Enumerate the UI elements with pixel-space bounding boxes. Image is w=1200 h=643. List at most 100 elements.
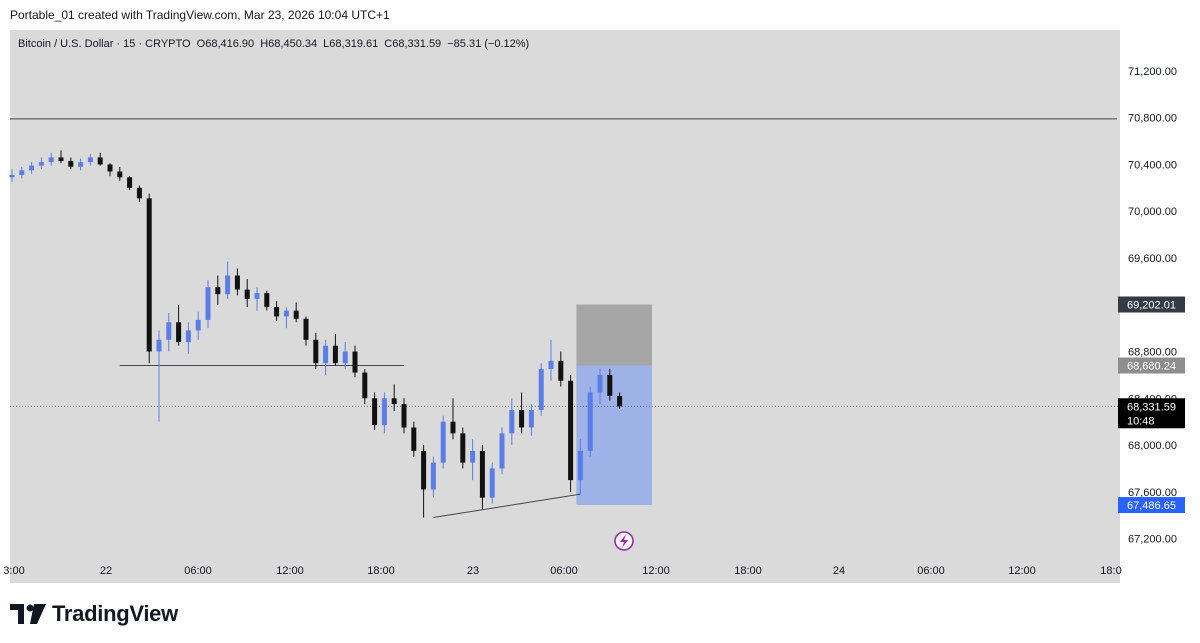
candle [352, 345, 358, 378]
candle-body [166, 322, 172, 340]
candle-body [78, 162, 84, 167]
time-tick-label: 22 [100, 565, 112, 577]
candle-body [244, 289, 250, 299]
candle-body [479, 450, 485, 498]
candle [205, 280, 211, 329]
candle [460, 427, 466, 469]
time-tick-label: 18:0 [1100, 565, 1121, 577]
candle [558, 351, 564, 387]
candle [156, 330, 162, 422]
candle-body [558, 360, 564, 381]
lightning-icon [614, 531, 634, 551]
price-tick-label: 69,600.00 [1128, 253, 1177, 265]
candle-body [68, 160, 74, 167]
time-tick-label: 18:00 [734, 565, 762, 577]
brand-name: TradingView [52, 601, 178, 626]
position-target-zone [576, 304, 652, 366]
ohlc-legend: Bitcoin / U.S. Dollar · 15 · CRYPTO O68,… [18, 38, 532, 50]
candle-body [38, 162, 44, 166]
candle [166, 312, 172, 352]
candle [577, 439, 583, 495]
candle [587, 386, 593, 457]
candle-body [607, 374, 613, 396]
candle-body [274, 307, 280, 317]
candle [313, 332, 319, 370]
candle [528, 404, 534, 436]
candle [195, 311, 201, 340]
tradingview-brand[interactable]: TradingView [10, 601, 178, 627]
candle [97, 152, 103, 166]
candle [499, 427, 505, 475]
candle-body [577, 450, 583, 481]
candle-body [313, 339, 319, 364]
candle [215, 275, 221, 305]
candle-body [195, 319, 201, 331]
candle [381, 392, 387, 434]
candle [607, 369, 613, 401]
legend-high: H68,450.34 [260, 38, 318, 50]
candle-body [460, 433, 466, 463]
candle [421, 445, 427, 518]
time-tick-label: 06:00 [184, 565, 212, 577]
candle-body [176, 322, 182, 343]
candle [19, 166, 25, 179]
candle [254, 287, 260, 311]
candle-body [342, 351, 348, 364]
candle [58, 150, 64, 164]
price-label-box [1118, 497, 1185, 514]
candle [293, 302, 299, 323]
candle-body [293, 310, 299, 319]
candle-body [509, 409, 515, 434]
time-tick-label: 06:00 [917, 565, 945, 577]
candle [38, 157, 44, 170]
price-label-value: 68,331.59 [1127, 401, 1176, 413]
candle [450, 398, 456, 440]
price-label-box [1118, 398, 1185, 429]
candle-body [303, 318, 309, 340]
candle-body [97, 157, 103, 165]
candle-body [332, 345, 338, 364]
price-tick-label: 70,000.00 [1128, 206, 1177, 218]
chart-plot-area[interactable] [10, 30, 1120, 583]
price-label-countdown: 10:48 [1127, 415, 1155, 427]
candle [391, 384, 397, 412]
lightning-icon-bolt [620, 534, 628, 548]
candle-body [264, 293, 270, 308]
time-tick-label: 12:00 [642, 565, 670, 577]
candle-body [440, 421, 446, 463]
time-tick-label: 23 [467, 565, 479, 577]
candle [332, 333, 338, 366]
legend-symbol: Bitcoin / U.S. Dollar · 15 · CRYPTO [18, 38, 191, 50]
price-tick-label: 70,400.00 [1128, 159, 1177, 171]
candle [568, 374, 574, 492]
candle [342, 342, 348, 370]
candle-body [362, 372, 368, 399]
candle-body [401, 404, 407, 428]
candle-body [283, 310, 289, 317]
candle-body [568, 380, 574, 481]
candle [283, 307, 289, 329]
candle-body [48, 157, 54, 163]
candle [411, 421, 417, 457]
candle [538, 363, 544, 416]
candle [78, 158, 84, 171]
price-label-value: 68,680.24 [1127, 361, 1176, 373]
candle-body [450, 421, 456, 434]
candle-body [421, 450, 427, 490]
candle [597, 369, 603, 405]
legend-change: −85.31 (−0.12%) [447, 38, 530, 50]
candle-body [538, 369, 544, 410]
candle [509, 398, 515, 446]
trend-line-1 [433, 493, 581, 519]
candle [548, 339, 554, 381]
price-label-box [1118, 357, 1185, 374]
candle-body [597, 374, 603, 393]
candle-body [185, 330, 191, 343]
legend-open: O68,416.90 [196, 38, 255, 50]
price-tick-label: 67,200.00 [1128, 534, 1177, 546]
candle-body [381, 398, 387, 426]
candle [303, 316, 309, 346]
candle [440, 415, 446, 469]
candle-body [156, 339, 162, 352]
